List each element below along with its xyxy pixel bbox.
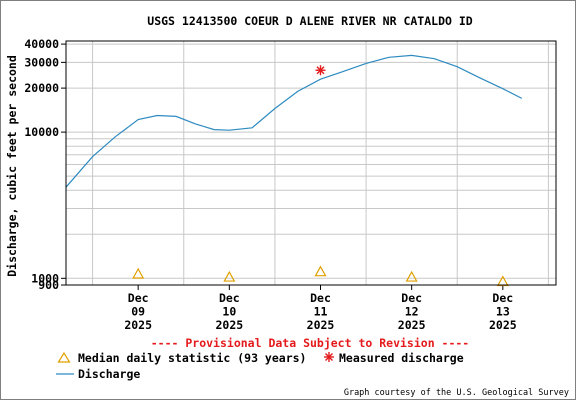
x-tick-label: 2025: [398, 318, 426, 332]
x-tick-label: Dec: [219, 291, 240, 305]
median-marker: [314, 265, 327, 277]
y-tick-label: 900: [38, 278, 59, 292]
legend-asterisk-glyph: [324, 352, 334, 362]
x-tick-label: 09: [131, 305, 145, 319]
legend-median-label: Median daily statistic (93 years): [78, 351, 306, 365]
y-tick-label: 30000: [24, 55, 59, 69]
x-tick-label: 2025: [124, 318, 152, 332]
x-tick-label: Dec: [492, 291, 513, 305]
x-tick-labels: Dec092025Dec102025Dec112025Dec122025Dec1…: [124, 291, 516, 332]
x-tick-label: 12: [405, 305, 419, 319]
legend: Median daily statistic (93 years) Measur…: [56, 351, 464, 381]
chart-title: USGS 12413500 COEUR D ALENE RIVER NR CAT…: [147, 14, 472, 28]
y-axis-label: Discharge, cubic feet per second: [5, 55, 19, 277]
series-layer: [65, 54, 523, 287]
x-tick-label: Dec: [128, 291, 149, 305]
plot-area-border: [65, 40, 557, 286]
credit-note: Graph courtesy of the U.S. Geological Su…: [344, 388, 569, 398]
median-marker: [405, 270, 418, 282]
x-tick-label: 13: [496, 305, 510, 319]
measured-marker: [315, 65, 326, 76]
asterisk-stroke: [325, 353, 333, 361]
y-tick-label: 40000: [24, 37, 59, 51]
y-tick-label: 1000: [31, 271, 59, 285]
discharge-line: [65, 54, 523, 188]
asterisk-stroke: [316, 66, 325, 75]
x-tick-label: 10: [222, 305, 236, 319]
axis-ticks: [61, 43, 504, 290]
x-tick-label: Dec: [310, 291, 331, 305]
x-tick-label: 2025: [215, 318, 243, 332]
median-marker: [132, 267, 145, 279]
x-tick-label: Dec: [401, 291, 422, 305]
median-marker: [223, 270, 236, 282]
x-tick-label: 2025: [307, 318, 335, 332]
legend-discharge-label: Discharge: [78, 367, 140, 381]
x-tick-label: 2025: [489, 318, 517, 332]
legend-measured-label: Measured discharge: [339, 351, 464, 365]
y-tick-label: 20000: [24, 81, 59, 95]
x-tick-label: 11: [314, 305, 328, 319]
median-marker: [496, 275, 509, 287]
grid-lines: [66, 41, 556, 286]
provisional-data-note: ---- Provisional Data Subject to Revisio…: [151, 336, 470, 350]
legend-median-marker: [57, 351, 71, 363]
y-tick-label: 10000: [24, 125, 59, 139]
legend-measured-marker: [324, 352, 334, 362]
